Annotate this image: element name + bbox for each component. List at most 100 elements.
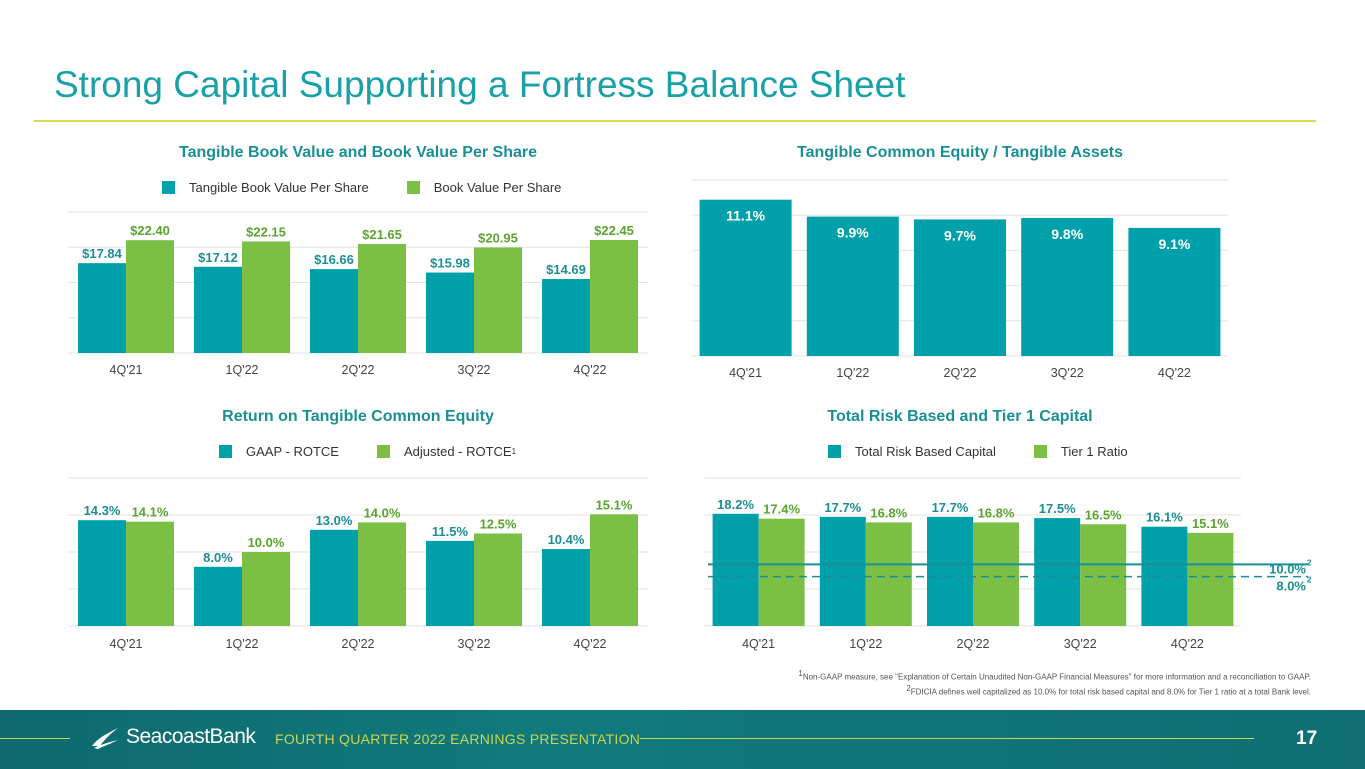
footer-rule-right [640,738,1254,739]
bar [1034,518,1081,626]
data-label: $20.95 [478,231,518,246]
chart-rotce: 14.3% 14.1% 4Q'21 8.0% 10.0% 1Q'22 13.0% 14.0% 2… [68,477,648,651]
legend-item-gaap: GAAP - ROTCE [219,444,339,459]
bar [194,566,242,626]
data-label: 14.1% [132,505,169,520]
data-label: 10.4% [548,532,585,547]
data-label: 14.3% [84,503,121,518]
bar [242,241,290,353]
data-label: 14.0% [364,505,401,520]
bar [806,216,899,356]
bar [310,529,358,626]
tick-label: 4Q'22 [1171,637,1204,651]
data-label: 10.0% [248,535,285,550]
data-label: 12.5% [480,517,517,532]
data-label: 17.5% [1039,501,1076,516]
data-label: $14.69 [546,262,586,277]
bar [126,240,174,353]
data-label: 16.5% [1085,507,1122,522]
bar [78,520,126,626]
data-label: 17.7% [932,500,969,515]
data-label: 16.8% [870,505,907,520]
chart-title-rotce: Return on Tangible Common Equity [222,408,494,425]
bar [819,516,866,626]
bar [474,533,522,626]
footnote-1: 1Non-GAAP measure, see "Explanation of C… [798,669,1311,682]
bar [1021,218,1114,356]
bar [78,263,126,353]
tick-label: 1Q'22 [849,637,882,651]
legend-item-trbc: Total Risk Based Capital [828,444,996,459]
legend-item-adjusted: Adjusted - ROTCE 1 [376,444,516,459]
reference-label: 10.0% [1269,561,1306,576]
tick-label: 1Q'22 [836,366,869,380]
bar [590,239,638,353]
data-label: $17.12 [198,250,238,265]
reference-footnote-mark: 2 [1307,558,1312,567]
tick-label: 1Q'22 [226,363,259,377]
tick-label: 4Q'21 [729,366,762,380]
chart-tce: 11.1% 4Q'21 9.9% 1Q'22 9.7% 2Q'22 9.8% 3Q'22 9.1… [692,179,1228,380]
data-label: 18.2% [717,497,754,512]
footer-rule-left [0,738,70,739]
tick-label: 3Q'22 [458,637,491,651]
data-label: 17.7% [824,500,861,515]
tick-label: 4Q'22 [1158,366,1191,380]
data-label: $21.65 [362,227,402,242]
bar [914,219,1006,356]
legend-swatch-green [376,445,390,458]
legend-capital: Total Risk Based Capital Tier 1 Ratio [828,444,1166,459]
bar [474,247,522,353]
page-number: 17 [1296,728,1318,749]
bar [242,552,290,626]
legend-label: GAAP - ROTCE [246,444,339,459]
tick-label: 2Q'22 [944,366,977,380]
data-label: 11.5% [432,524,469,539]
bar [699,199,792,356]
bar [973,522,1019,626]
data-label: 8.0% [203,550,233,565]
data-label: 15.1% [596,497,633,512]
legend-label: Book Value Per Share [433,180,562,195]
legend-swatch-teal [828,445,841,458]
tick-label: 3Q'22 [1051,366,1084,380]
tick-label: 2Q'22 [342,363,375,377]
bar [1187,532,1234,626]
legend-swatch-green [406,181,420,194]
seacoast-wave-icon [92,728,118,749]
data-label: 11.1% [726,208,765,224]
footnotes: 1Non-GAAP measure, see "Explanation of C… [798,668,1311,697]
data-label: 9.9% [837,225,869,241]
page-title: Strong Capital Supporting a Fortress Bal… [54,64,906,105]
bar [590,514,638,626]
tick-label: 4Q'22 [574,363,607,377]
legend-swatch-teal [162,181,175,194]
data-label: $22.15 [246,224,286,239]
footer-band [0,710,1365,769]
chart-capital: 18.2% 17.4% 4Q'21 17.7% 16.8% 1Q'22 17.7% 16.8%… [705,477,1312,651]
tick-label: 3Q'22 [458,363,491,377]
chart-title-tbv: Tangible Book Value and Book Value Per S… [178,144,538,161]
seacoast-logo: SeacoastBank [90,724,256,750]
data-label: 9.7% [944,227,976,243]
data-label: $22.40 [130,223,170,238]
bar [426,540,474,626]
legend-item-tier1: Tier 1 Ratio [1033,444,1128,459]
bar [542,279,590,353]
reference-footnote-mark: 2 [1307,576,1312,585]
bar [758,518,805,626]
tick-label: 4Q'21 [742,637,775,651]
tick-label: 2Q'22 [342,637,375,651]
data-label: $17.84 [82,246,123,261]
reference-label: 8.0% [1276,579,1306,594]
bar [126,521,174,626]
legend-rotce: GAAP - ROTCE Adjusted - ROTCE 1 [219,444,554,459]
data-label: 17.4% [763,502,800,517]
legend-label: Total Risk Based Capital [855,444,996,459]
legend-tbv: Tangible Book Value Per Share Book Value… [162,180,599,195]
chart-title-tce: Tangible Common Equity / Tangible Assets [797,144,1123,161]
legend-label: Tier 1 Ratio [1060,444,1128,459]
bar [712,513,759,626]
legend-item-tbv: Tangible Book Value Per Share [162,180,369,195]
bar [927,516,973,626]
